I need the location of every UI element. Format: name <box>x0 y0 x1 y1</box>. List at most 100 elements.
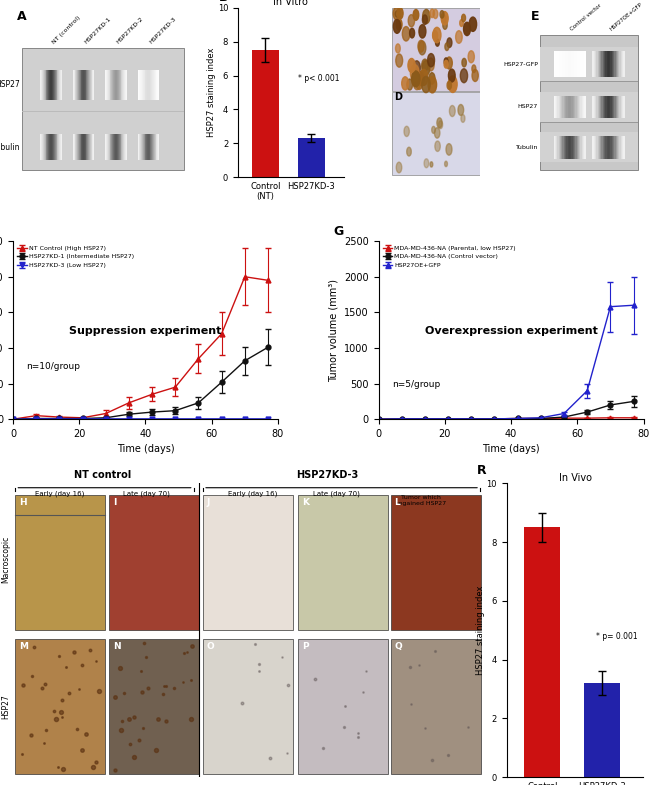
Bar <box>583 96 584 118</box>
Bar <box>79 71 80 100</box>
Bar <box>140 134 141 160</box>
Text: R: R <box>476 465 486 477</box>
Bar <box>151 134 152 160</box>
Bar <box>122 71 124 100</box>
Bar <box>60 71 61 100</box>
Circle shape <box>416 76 422 89</box>
Bar <box>73 134 75 160</box>
Bar <box>82 134 83 160</box>
Circle shape <box>448 69 455 82</box>
Bar <box>121 71 122 100</box>
Text: Overexpression experiment: Overexpression experiment <box>424 326 597 336</box>
Bar <box>562 96 564 118</box>
Bar <box>556 52 558 77</box>
Circle shape <box>437 118 442 128</box>
Bar <box>573 96 574 118</box>
Bar <box>600 96 602 118</box>
Text: HSP27-GFP: HSP27-GFP <box>503 61 538 67</box>
Bar <box>609 96 610 118</box>
Bar <box>113 71 114 100</box>
Bar <box>60 134 61 160</box>
Circle shape <box>456 31 462 43</box>
Bar <box>580 137 582 159</box>
Circle shape <box>397 8 403 19</box>
Bar <box>570 137 571 159</box>
Circle shape <box>404 126 410 137</box>
Bar <box>618 52 619 77</box>
Bar <box>107 134 108 160</box>
Bar <box>540 35 638 170</box>
Bar <box>567 52 569 77</box>
Bar <box>556 137 558 159</box>
Bar <box>610 52 612 77</box>
Bar <box>540 92 638 122</box>
Bar <box>597 52 599 77</box>
Bar <box>617 52 618 77</box>
Circle shape <box>422 76 430 93</box>
Title: In Vivo: In Vivo <box>558 473 592 483</box>
Bar <box>124 71 125 100</box>
Text: O: O <box>207 642 215 651</box>
Text: L: L <box>395 498 400 507</box>
Bar <box>56 134 57 160</box>
Bar <box>92 134 94 160</box>
Bar <box>571 52 573 77</box>
Text: HSP27OE+GFP: HSP27OE+GFP <box>608 2 643 31</box>
Bar <box>79 134 80 160</box>
Bar <box>138 134 140 160</box>
Bar <box>575 137 577 159</box>
Bar <box>113 134 114 160</box>
Bar <box>593 52 595 77</box>
Circle shape <box>419 41 426 55</box>
Bar <box>42 134 43 160</box>
Bar <box>603 52 604 77</box>
Circle shape <box>472 65 476 72</box>
Bar <box>578 96 579 118</box>
Bar <box>77 134 78 160</box>
Bar <box>51 134 53 160</box>
Bar <box>109 495 200 630</box>
Text: G: G <box>333 225 344 238</box>
Text: NT (control): NT (control) <box>51 15 81 45</box>
Circle shape <box>428 58 434 71</box>
Bar <box>143 71 144 100</box>
Circle shape <box>440 10 444 18</box>
Circle shape <box>442 15 446 23</box>
Circle shape <box>433 27 441 43</box>
Bar <box>558 96 560 118</box>
X-axis label: Time (days): Time (days) <box>116 444 174 455</box>
Bar <box>105 134 107 160</box>
Bar <box>109 134 110 160</box>
Bar <box>158 71 159 100</box>
Bar <box>60 134 62 160</box>
Bar <box>123 134 124 160</box>
Circle shape <box>443 20 447 29</box>
Bar <box>570 96 571 118</box>
Circle shape <box>418 40 424 52</box>
Bar <box>603 96 604 118</box>
Circle shape <box>430 162 433 167</box>
Bar <box>618 96 619 118</box>
Bar <box>53 71 54 100</box>
Bar <box>570 52 571 77</box>
Bar <box>567 96 569 118</box>
Bar <box>117 71 118 100</box>
Bar <box>112 134 113 160</box>
Bar <box>58 134 59 160</box>
Bar <box>567 137 569 159</box>
Bar <box>57 134 58 160</box>
Bar <box>600 137 602 159</box>
Text: K: K <box>302 498 309 507</box>
Bar <box>114 71 116 100</box>
Bar <box>40 71 42 100</box>
Bar <box>114 134 116 160</box>
Bar <box>613 96 614 118</box>
Bar <box>150 71 151 100</box>
Bar <box>141 71 142 100</box>
Bar <box>157 134 159 160</box>
Bar <box>614 52 616 77</box>
Bar <box>57 71 58 100</box>
Bar <box>621 96 622 118</box>
Text: Late (day 70): Late (day 70) <box>124 491 170 497</box>
Bar <box>146 71 148 100</box>
